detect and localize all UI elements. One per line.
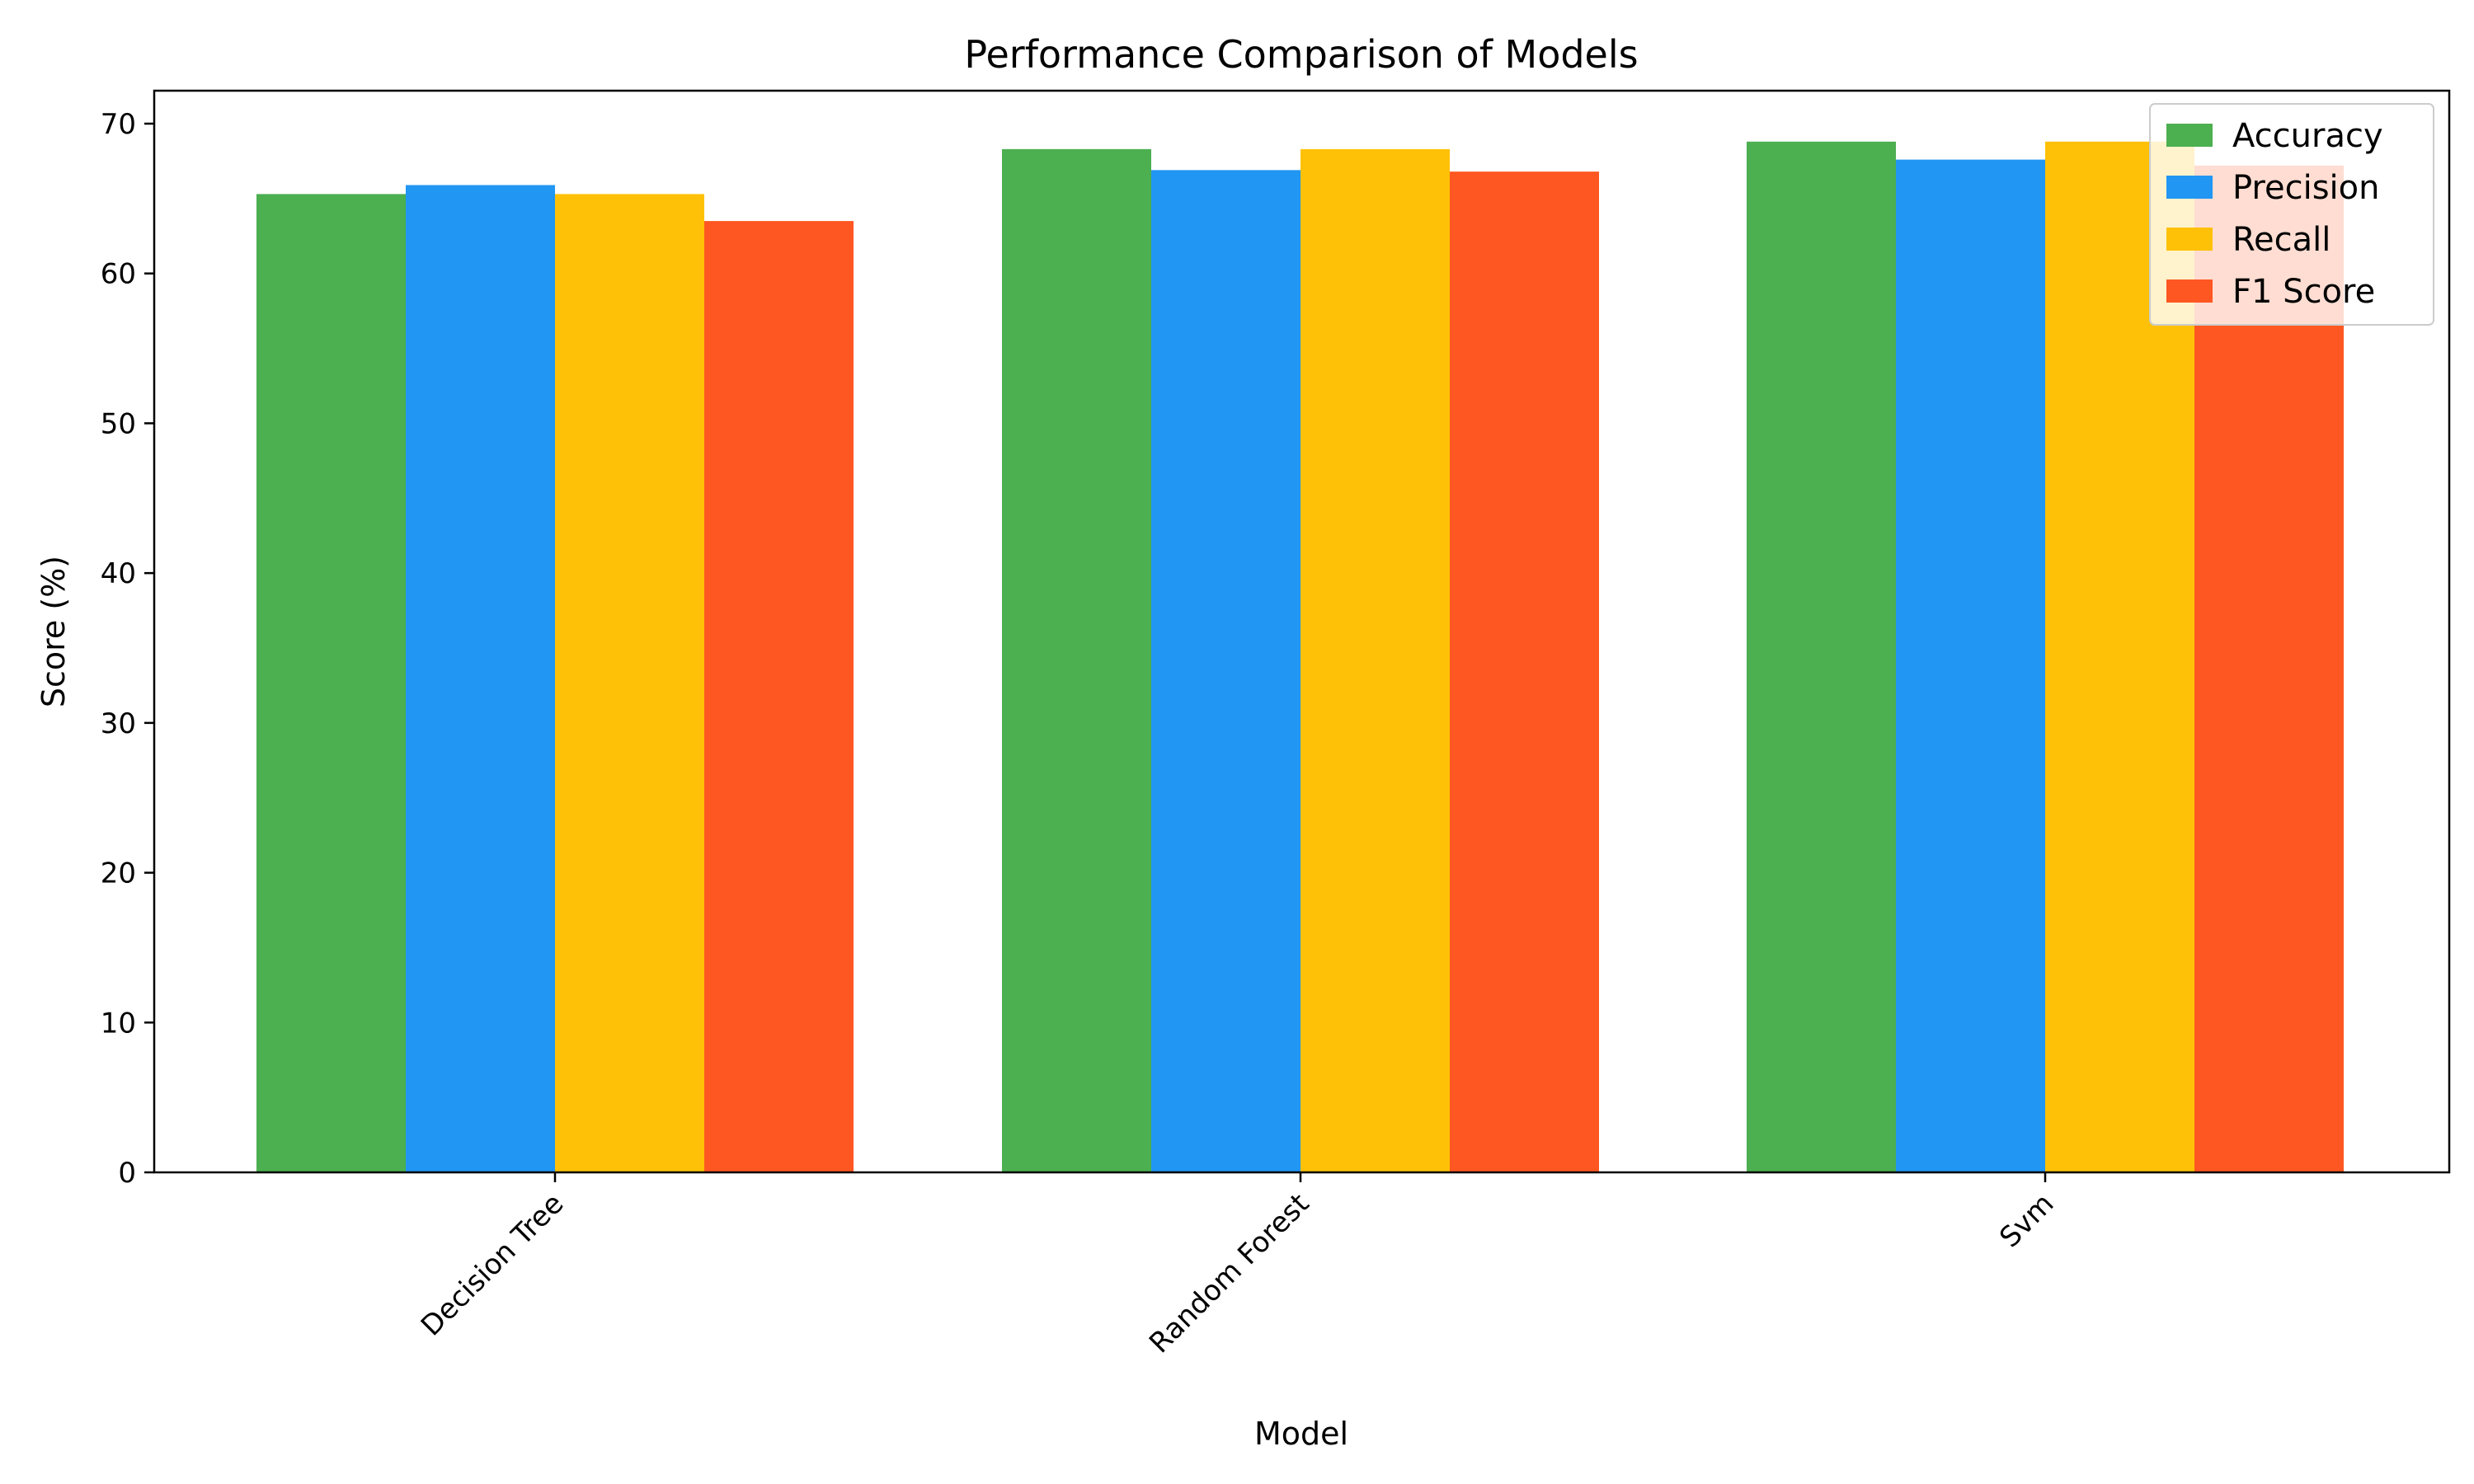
legend: Accuracy Precision Recall F1 Score <box>2149 103 2434 326</box>
bar-recall <box>555 194 704 1173</box>
y-tick-label: 10 <box>101 1007 136 1040</box>
bar-accuracy <box>1002 148 1151 1172</box>
legend-box <box>2149 103 2434 326</box>
bar-precision <box>406 185 555 1173</box>
bar-f1-score <box>2194 165 2344 1172</box>
bar-f1-score <box>1450 171 1599 1172</box>
legend-label: Recall <box>2232 221 2331 259</box>
legend-item: Precision <box>2166 169 2379 207</box>
bar-precision <box>1151 170 1300 1172</box>
legend-label: F1 Score <box>2232 273 2375 311</box>
y-tick-label: 50 <box>101 407 136 440</box>
legend-label: Precision <box>2232 169 2379 207</box>
legend-item: F1 Score <box>2166 273 2375 311</box>
bars-layer <box>256 141 2344 1173</box>
bar-recall <box>1300 148 1450 1172</box>
legend-label: Accuracy <box>2232 117 2383 155</box>
y-tick-label: 60 <box>101 258 136 291</box>
y-axis-label: Score (%) <box>35 556 72 707</box>
x-axis-label: Model <box>1254 1416 1348 1452</box>
bar-group <box>1002 148 1599 1172</box>
bar-f1-score <box>704 221 854 1172</box>
y-axis: 0 10 20 30 40 50 60 70 <box>101 108 154 1190</box>
y-tick-label: 30 <box>101 707 136 740</box>
y-tick-label: 40 <box>101 557 136 590</box>
bar-precision <box>1896 159 2045 1172</box>
legend-swatch <box>2166 176 2213 199</box>
bar-accuracy <box>256 194 406 1173</box>
legend-item: Recall <box>2166 221 2331 259</box>
chart-title: Performance Comparison of Models <box>964 32 1638 77</box>
legend-swatch <box>2166 279 2213 303</box>
legend-swatch <box>2166 228 2213 251</box>
y-tick-label: 70 <box>101 108 136 141</box>
legend-item: Accuracy <box>2166 117 2383 155</box>
legend-swatch <box>2166 124 2213 147</box>
bar-group <box>256 185 854 1173</box>
y-tick-label: 0 <box>118 1157 136 1190</box>
y-tick-label: 20 <box>101 857 136 890</box>
bar-accuracy <box>1747 141 1896 1172</box>
plot-frame <box>153 89 2451 1174</box>
